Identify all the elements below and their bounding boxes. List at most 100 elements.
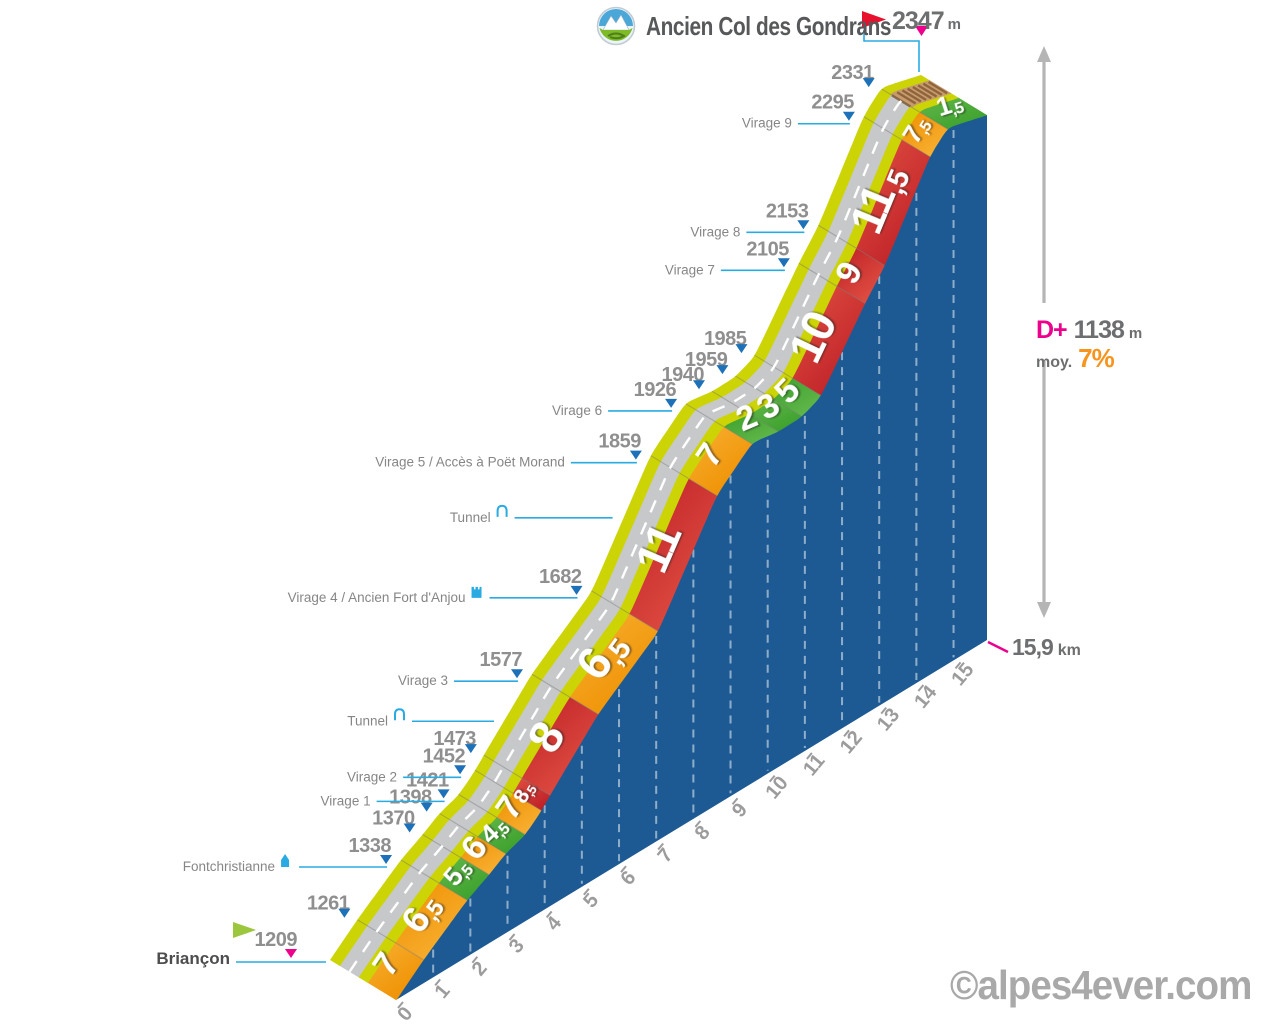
elevation-value: 2295	[811, 92, 854, 114]
gradient-segments	[367, 97, 988, 1001]
km-tick-label: 8	[691, 822, 715, 845]
km-tick-label: 10	[762, 772, 793, 803]
km-tick	[768, 774, 776, 783]
summit-elevation-label: 2347 m	[892, 7, 961, 36]
marker-triangle-icon	[510, 669, 523, 679]
segment-separators	[357, 88, 948, 961]
gradient-segment	[687, 426, 753, 496]
landmark-name: Virage 4 / Ancien Fort d'Anjou	[288, 590, 466, 605]
landmark-name: Virage 8	[690, 224, 740, 239]
climb-stats-block: D+ 1138 m moy. 7%	[1036, 316, 1142, 374]
start-name: Briançon	[156, 949, 230, 968]
elevation-gain-arrow	[1037, 46, 1051, 618]
summit-flag-icon	[862, 11, 886, 28]
arrow-down-icon	[1037, 602, 1051, 618]
km-tick-label: 14	[910, 681, 942, 713]
km-tick	[434, 978, 441, 986]
gradient-segment	[628, 478, 718, 631]
km-tick	[545, 910, 553, 919]
gradient-segment	[569, 613, 658, 715]
marker-triangle-icon	[403, 823, 416, 833]
fort-icon	[471, 586, 482, 598]
km-tick-label: 11	[799, 750, 829, 780]
summit-elevation-value: 2347	[892, 7, 945, 35]
km-tick	[397, 1001, 404, 1009]
road-centerline	[348, 100, 903, 973]
summit-marker-triangle-icon	[915, 26, 928, 36]
km-tick	[620, 865, 627, 873]
church-icon	[281, 854, 290, 868]
gradient-segment	[900, 111, 948, 157]
km-tick	[806, 752, 813, 760]
road-edge-outer	[330, 75, 931, 966]
km-tick-label: 3	[505, 935, 529, 958]
summit-pointer	[862, 11, 928, 72]
km-tick-label: 0	[393, 1003, 417, 1024]
km-tick	[954, 661, 962, 670]
marker-triangle-icon	[437, 789, 450, 799]
km-tick-label: 5	[579, 890, 603, 913]
landmark-name: Tunnel	[450, 510, 491, 525]
gradient-segment	[723, 413, 779, 445]
elevation-value: 1209	[255, 929, 298, 951]
marker-triangle-icon	[338, 908, 351, 918]
gradient-segment	[520, 696, 599, 796]
total-length-label: 15,9 km	[1012, 634, 1081, 661]
dplus-label: D+	[1036, 316, 1068, 344]
watermark: ©alpes4ever.com	[950, 962, 1252, 1008]
dplus-value: 1138	[1073, 316, 1125, 344]
landmark-name: Virage 7	[665, 262, 715, 277]
km-tick-label: 4	[542, 912, 567, 935]
landmark-name: Virage 9	[742, 116, 792, 131]
marker-triangle-icon	[777, 258, 790, 268]
landmark-labels: Briançon120912611338Fontchristianne13701…	[156, 62, 875, 968]
marker-triangle-icon	[692, 380, 705, 390]
marker-triangle-icon	[570, 585, 583, 595]
km-tick	[508, 933, 516, 941]
km-tick	[471, 956, 479, 964]
km-tick	[880, 707, 887, 715]
gradient-segment	[394, 882, 468, 960]
elevation-value: 1859	[598, 431, 641, 453]
mountain-logo-icon	[596, 6, 636, 46]
marker-triangle-icon	[285, 949, 297, 958]
km-tick-label: 2	[468, 958, 492, 981]
elevation-value: 2105	[746, 238, 789, 260]
marker-triangle-icon	[665, 398, 678, 408]
landmark-name: Virage 3	[398, 673, 448, 688]
km-tick-label: 9	[728, 799, 752, 822]
km-tick	[583, 888, 590, 896]
road-edge-inner	[358, 92, 959, 983]
marker-triangle-icon	[454, 765, 467, 775]
gradient-segment	[512, 777, 551, 811]
marker-triangle-icon	[420, 802, 433, 812]
km-tick	[694, 820, 702, 828]
km-tick-label: 7	[654, 844, 678, 867]
tunnel-icon	[393, 708, 405, 721]
marker-triangle-icon	[797, 220, 810, 230]
km-tick-label: 15	[947, 659, 978, 690]
total-length-value: 15,9	[1012, 634, 1054, 660]
marker-triangle-icon	[842, 111, 855, 121]
km-tick-label: 1	[431, 980, 455, 1003]
km-tick-label: 6	[616, 867, 640, 890]
marker-triangle-icon	[629, 450, 642, 460]
landmark-name: Virage 6	[552, 403, 602, 418]
gradient-segment	[367, 942, 424, 1001]
elevation-value: 1338	[349, 835, 392, 857]
elevation-value: 1926	[634, 379, 677, 401]
road-asphalt	[338, 80, 952, 979]
page-title-block: Ancien Col des Gondrans	[596, 6, 952, 46]
gradient-segment	[459, 836, 506, 875]
avg-gradient-label: moy.	[1036, 354, 1073, 371]
landmark-name: Virage 5 / Accès à Poët Morand	[375, 455, 565, 470]
marker-triangle-icon	[380, 855, 393, 865]
marker-triangle-icon	[464, 744, 477, 754]
km-tick-label: 13	[873, 704, 904, 735]
marker-triangle-icon	[716, 365, 729, 375]
elevation-value: 1452	[423, 745, 466, 767]
start-flag-icon	[233, 922, 256, 938]
avg-gradient-value: 7%	[1078, 343, 1115, 373]
km-tick	[731, 797, 739, 805]
